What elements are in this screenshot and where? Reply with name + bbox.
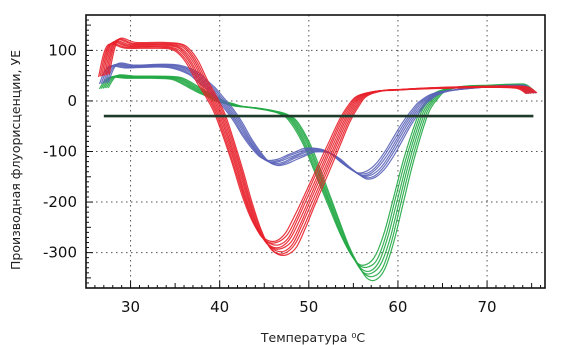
y-tick-label: -200 bbox=[43, 193, 77, 211]
series-line bbox=[105, 74, 535, 278]
y-tick-label: 100 bbox=[48, 41, 77, 59]
series-group bbox=[98, 74, 537, 282]
x-tick-label: 30 bbox=[121, 298, 140, 316]
series-line bbox=[100, 41, 530, 246]
series-line bbox=[102, 40, 532, 249]
x-tick-label: 40 bbox=[210, 298, 229, 316]
series-group bbox=[97, 37, 538, 257]
series-line bbox=[104, 75, 533, 275]
x-tick-label: 70 bbox=[478, 298, 497, 316]
series-line bbox=[105, 38, 535, 253]
series-line bbox=[98, 76, 528, 266]
y-axis-label: Производная флуорисценции, УЕ bbox=[8, 50, 23, 270]
x-axis: 30 40 50 60 70 bbox=[85, 281, 542, 316]
grid bbox=[86, 15, 545, 288]
series-line bbox=[98, 65, 528, 174]
series-line bbox=[104, 63, 533, 178]
y-tick-label: -300 bbox=[43, 244, 77, 262]
x-tick-label: 50 bbox=[299, 298, 318, 316]
series-line bbox=[108, 37, 538, 257]
x-tick-label: 60 bbox=[388, 298, 407, 316]
y-tick-label: 0 bbox=[67, 92, 77, 110]
series-layer bbox=[97, 37, 538, 282]
series-line bbox=[104, 40, 533, 250]
series-line bbox=[107, 38, 536, 255]
series-line bbox=[107, 74, 537, 282]
series-line bbox=[99, 42, 529, 244]
x-axis-label: Температура ⁰C bbox=[260, 330, 365, 345]
y-tick-label: -100 bbox=[43, 143, 77, 161]
y-axis: 100 0 -100 -200 -300 bbox=[43, 19, 93, 284]
